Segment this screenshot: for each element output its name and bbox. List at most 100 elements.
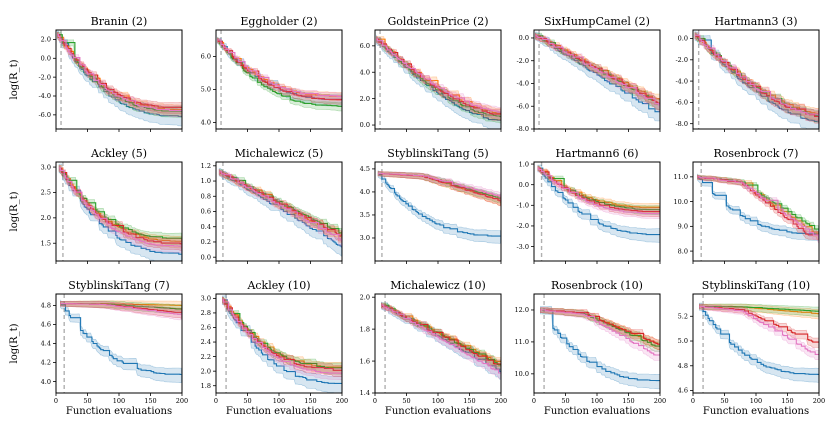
x-axis-label: Function evaluations bbox=[544, 406, 650, 417]
y-tick-label: -6.0 bbox=[516, 102, 529, 110]
y-tick-label: 1.8 bbox=[360, 325, 370, 333]
y-tick-label: 3.5 bbox=[360, 211, 370, 219]
subplot-12: Michalewicz (10) 2.0 1.8 1.6 1.40 50 100 150 200… bbox=[360, 279, 508, 417]
y-tick-label: 4.4 bbox=[41, 340, 51, 348]
series-line-pink bbox=[378, 172, 501, 197]
band-pink bbox=[697, 174, 819, 244]
subplot-title: Rosenbrock (7) bbox=[714, 147, 799, 160]
y-tick-label: 1.8 bbox=[201, 382, 211, 390]
band-red bbox=[60, 300, 182, 320]
subplot-title: Branin (2) bbox=[91, 15, 148, 28]
y-tick-label: -8.0 bbox=[675, 120, 688, 128]
band-orange bbox=[697, 174, 819, 240]
x-tick-label: 50 bbox=[243, 397, 251, 405]
subplot-title: Hartmann6 (6) bbox=[555, 147, 638, 160]
y-tick-label: 1.0 bbox=[201, 177, 211, 185]
series-line-pink bbox=[540, 309, 660, 356]
axes-frame bbox=[215, 29, 343, 130]
x-tick-label: 200 bbox=[336, 397, 348, 405]
subplot-8: Hartmann6 (6) 1.0 0.0 -1.0 -2.0 -3.0 bbox=[516, 147, 661, 264]
subplot-4: Hartmann3 (3) 0.0 -2.0 -4.0 -6.0 -8.0 bbox=[675, 15, 820, 132]
y-tick-label: 4.6 bbox=[41, 321, 51, 329]
x-tick-label: 150 bbox=[781, 397, 793, 405]
band-red bbox=[376, 36, 501, 121]
subplot-11: Ackley (10) 3.0 2.8 2.6 2.4 2.2 2.0 1.80 50 100 15… bbox=[201, 279, 349, 417]
x-axis-label: Function evaluations bbox=[226, 406, 332, 417]
series-line-pink bbox=[219, 171, 342, 241]
x-tick-label: 150 bbox=[463, 397, 475, 405]
band-blue bbox=[540, 306, 660, 390]
band-green bbox=[217, 37, 342, 112]
x-axis-label: Function evaluations bbox=[66, 406, 172, 417]
y-tick-label: 0.0 bbox=[519, 34, 529, 42]
y-tick-label: 0.0 bbox=[519, 181, 529, 189]
subplot-1: Eggholder (2) 6.0 5.0 4.0 bbox=[201, 15, 343, 132]
series-line-blue bbox=[60, 302, 182, 376]
subplot-title: Hartmann3 (3) bbox=[714, 15, 797, 28]
x-tick-label: 50 bbox=[83, 397, 91, 405]
y-tick-label: 4.6 bbox=[678, 387, 688, 395]
series-line-red bbox=[699, 305, 819, 343]
x-tick-label: 200 bbox=[176, 397, 188, 405]
band-orange bbox=[222, 296, 342, 375]
y-tick-label: 2.0 bbox=[201, 367, 211, 375]
y-tick-label: -8.0 bbox=[516, 125, 529, 133]
subplot-title: StyblinskiTang (10) bbox=[702, 279, 810, 292]
x-tick-label: 150 bbox=[622, 397, 634, 405]
band-red bbox=[697, 174, 819, 240]
subplot-title: Ackley (5) bbox=[90, 147, 147, 160]
x-axis-label: Function evaluations bbox=[385, 406, 491, 417]
y-tick-label: 5.2 bbox=[678, 312, 688, 320]
y-tick-label: -1.0 bbox=[516, 202, 529, 210]
y-tick-label: 4.2 bbox=[41, 359, 51, 367]
series-line-red bbox=[540, 309, 660, 345]
x-tick-label: 50 bbox=[720, 397, 728, 405]
band-pink bbox=[540, 307, 660, 361]
y-axis-label: log(R_t) bbox=[9, 59, 20, 99]
subplot-5: Ackley (5) 3.0 2.5 2.0 1.5 log(R_t) bbox=[9, 147, 183, 264]
y-tick-label: 2.0 bbox=[360, 293, 370, 301]
y-tick-label: 6.0 bbox=[201, 53, 211, 61]
y-tick-label: -2.0 bbox=[675, 56, 688, 64]
subplot-title: Michalewicz (10) bbox=[390, 279, 486, 292]
band-red bbox=[58, 165, 182, 251]
y-tick-label: 10.0 bbox=[674, 198, 688, 206]
x-tick-label: 50 bbox=[402, 397, 410, 405]
band-red bbox=[540, 307, 660, 350]
y-tick-label: 4.0 bbox=[360, 188, 370, 196]
y-tick-label: 2.2 bbox=[201, 353, 211, 361]
x-tick-label: 100 bbox=[432, 397, 444, 405]
band-red bbox=[377, 171, 501, 207]
series-line-red bbox=[217, 39, 342, 101]
subplot-title: StyblinskiTang (7) bbox=[68, 279, 169, 292]
subplot-title: StyblinskiTang (5) bbox=[387, 147, 488, 160]
series-line-pink bbox=[699, 305, 819, 355]
y-tick-label: 2.4 bbox=[201, 338, 211, 346]
y-tick-label: 1.4 bbox=[360, 389, 370, 397]
y-tick-label: 10.0 bbox=[515, 370, 529, 378]
y-tick-label: 2.5 bbox=[41, 189, 51, 197]
series-line-pink bbox=[57, 34, 182, 112]
x-tick-label: 0 bbox=[532, 397, 536, 405]
x-tick-label: 50 bbox=[561, 397, 569, 405]
series-line-blue bbox=[699, 305, 819, 375]
series-line-pink bbox=[537, 167, 660, 215]
y-tick-label: -2.0 bbox=[38, 73, 51, 81]
series-line-blue bbox=[697, 176, 819, 235]
series-line-pink bbox=[381, 304, 501, 374]
series-line-red bbox=[381, 304, 501, 365]
band-red bbox=[381, 302, 501, 370]
subplot-10: StyblinskiTang (7) 4.8 4.6 4.4 4.2 4.0 0 50 100 1… bbox=[9, 279, 188, 417]
band-green bbox=[222, 296, 342, 375]
y-tick-label: -3.0 bbox=[516, 243, 529, 251]
subplot-title: Rosenbrock (10) bbox=[551, 279, 643, 292]
x-tick-label: 0 bbox=[54, 397, 58, 405]
y-tick-label: -6.0 bbox=[675, 99, 688, 107]
y-tick-label: -4.0 bbox=[675, 77, 688, 85]
band-orange bbox=[540, 307, 660, 350]
y-tick-label: 0.2 bbox=[201, 238, 211, 246]
x-tick-label: 100 bbox=[750, 397, 762, 405]
subplot-title: SixHumpCamel (2) bbox=[544, 15, 650, 28]
x-tick-label: 0 bbox=[691, 397, 695, 405]
y-tick-label: 0.8 bbox=[201, 192, 211, 200]
